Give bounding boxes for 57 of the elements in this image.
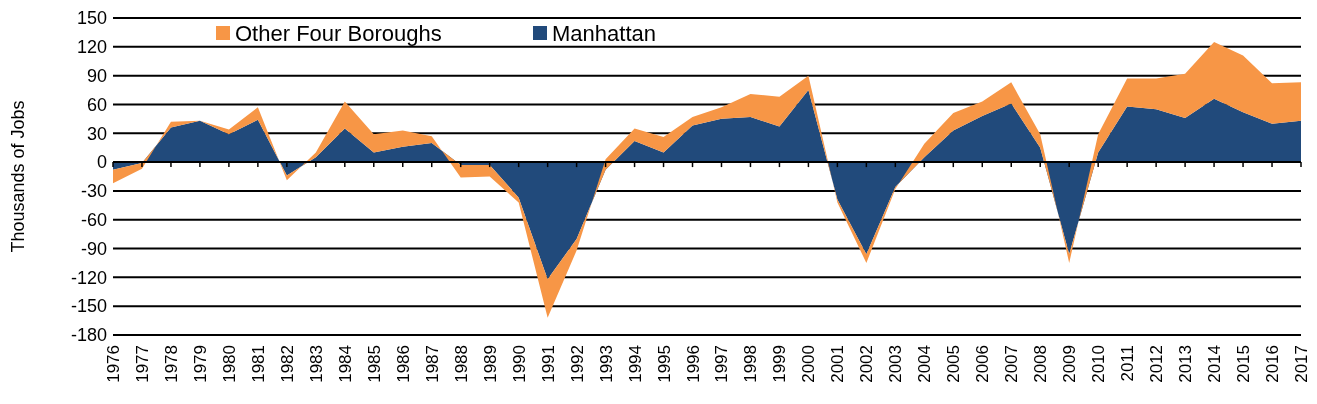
x-tick-label: 1982 [277,345,297,383]
x-tick-label: 1980 [219,345,239,383]
x-tick-label: 2014 [1205,345,1225,383]
x-tick-label: 1976 [104,345,123,383]
x-tick-label: 1998 [741,345,761,383]
y-tick-label: 30 [86,123,107,144]
x-tick-label: 1989 [480,345,500,383]
x-tick-label: 2016 [1263,345,1283,383]
x-tick-label: 1979 [190,345,210,383]
x-tick-label: 1993 [596,345,616,383]
y-tick-label: 120 [76,37,107,58]
x-tick-label: 1988 [451,345,471,383]
x-tick-label: 1981 [248,345,268,383]
x-tick-label: 2015 [1234,345,1254,383]
x-tick-label: 1995 [654,345,674,383]
x-tick-label: 1994 [625,345,645,383]
x-tick-label: 2007 [1002,345,1022,383]
y-tick-label: 60 [86,94,107,115]
x-tick-label: 1977 [132,345,152,383]
y-tick-label: 150 [76,8,107,29]
x-tick-label: 2009 [1060,345,1080,383]
y-tick-label: 90 [86,65,107,86]
x-tick-label: 2017 [1292,345,1311,383]
x-tick-label: 2006 [973,345,993,383]
x-tick-label: 2004 [915,345,935,383]
x-tick-label: 1997 [712,345,732,383]
y-tick-label: -60 [80,210,107,231]
x-tick-label: 2008 [1031,345,1051,383]
x-tick-label: 1991 [538,345,558,383]
x-tick-label: 2000 [799,345,819,383]
y-tick-label: -30 [80,181,107,202]
x-tick-label: 2003 [886,345,906,383]
x-tick-label: 1992 [567,345,587,383]
x-tick-label: 1999 [770,345,790,383]
x-tick-label: 1985 [364,345,384,383]
x-tick-label: 2010 [1089,345,1109,383]
y-axis-title: Thousands of Jobs [8,100,28,253]
x-tick-label: 1990 [509,345,529,383]
y-tick-label: -150 [70,296,107,317]
y-tick-label: 0 [96,152,107,173]
x-tick-label: 1986 [393,345,413,383]
x-tick-label: 1987 [422,345,442,383]
x-tick-label: 2002 [857,345,877,383]
y-tick-label: -180 [70,325,107,346]
x-tick-label: 1978 [161,345,181,383]
x-tick-label: 2005 [944,345,964,383]
y-tick-label: -120 [70,267,107,288]
x-tick-label: 2011 [1118,345,1138,382]
x-tick-label: 2013 [1176,345,1196,383]
y-tick-label: -90 [80,238,107,259]
x-tick-label: 1996 [683,345,703,383]
x-tick-label: 2001 [828,345,848,383]
legend-label: Other Four Boroughs [235,20,442,46]
x-tick-label: 1983 [306,345,326,383]
x-tick-label: 1984 [335,345,355,383]
x-tick-label: 2012 [1147,345,1167,383]
legend-label: Manhattan [552,20,656,46]
